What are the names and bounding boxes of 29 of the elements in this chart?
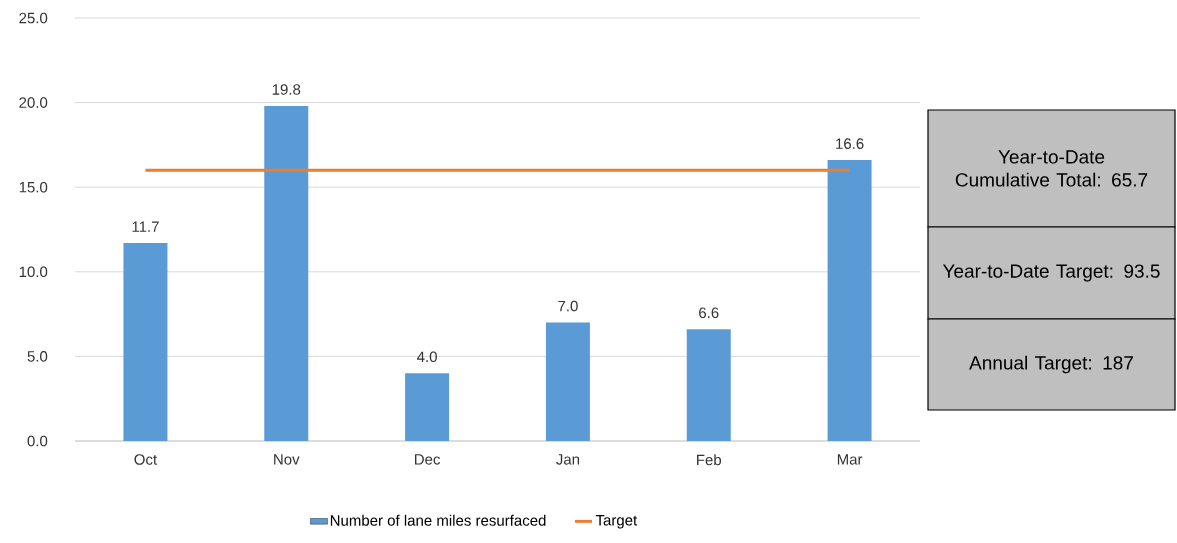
bar: [827, 160, 872, 441]
data-label: 7.0: [558, 300, 578, 312]
x-tick-label: Oct: [134, 454, 157, 465]
legend-label: Target: [595, 515, 638, 529]
y-tick-label: 20.0: [19, 97, 48, 108]
data-label: 6.6: [699, 307, 719, 319]
x-tick-label: Jan: [556, 454, 580, 465]
x-tick-label: Feb: [697, 454, 722, 466]
bar: [686, 329, 731, 441]
y-tick-label: 15.0: [19, 181, 48, 193]
text: Year-to-Date Target: 93.5: [942, 264, 1160, 282]
y-tick-label: 0.0: [27, 435, 48, 447]
data-label: 11.7: [132, 221, 159, 232]
y-tick-label: 5.0: [27, 351, 48, 362]
y-tick-label: 10.0: [19, 266, 48, 278]
y-tick-label: 25.0: [19, 12, 48, 24]
bar: [264, 105, 309, 441]
data-label: 4.0: [417, 351, 437, 363]
x-tick-label: Mar: [837, 454, 863, 465]
x-tick-label: Nov: [274, 454, 300, 465]
data-label: 16.6: [836, 138, 864, 149]
text: Year-to-Date Cumulative Total: 65.7: [955, 150, 1148, 187]
bar: [545, 322, 590, 441]
x-tick-label: Dec: [414, 454, 441, 465]
data-label: 19.8: [272, 84, 301, 95]
bar: [123, 243, 168, 441]
bar: [405, 373, 450, 441]
legend-label: Number of lane miles resurfaced: [330, 514, 546, 526]
text: Annual Target: 187: [969, 355, 1133, 374]
